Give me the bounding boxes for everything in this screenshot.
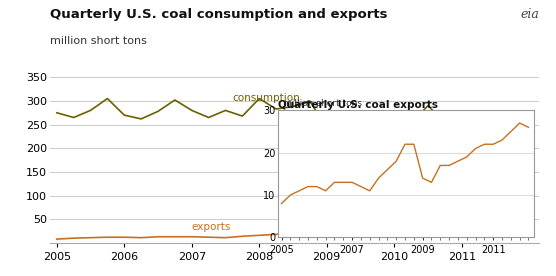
Text: Quarterly U.S. coal exports: Quarterly U.S. coal exports bbox=[278, 100, 438, 110]
Text: million short tons: million short tons bbox=[283, 99, 362, 108]
Text: eia: eia bbox=[520, 8, 539, 21]
Text: consumption: consumption bbox=[232, 93, 300, 103]
Text: Quarterly U.S. coal consumption and exports: Quarterly U.S. coal consumption and expo… bbox=[50, 8, 388, 21]
Text: million short tons: million short tons bbox=[50, 36, 147, 46]
Text: exports: exports bbox=[192, 222, 231, 232]
